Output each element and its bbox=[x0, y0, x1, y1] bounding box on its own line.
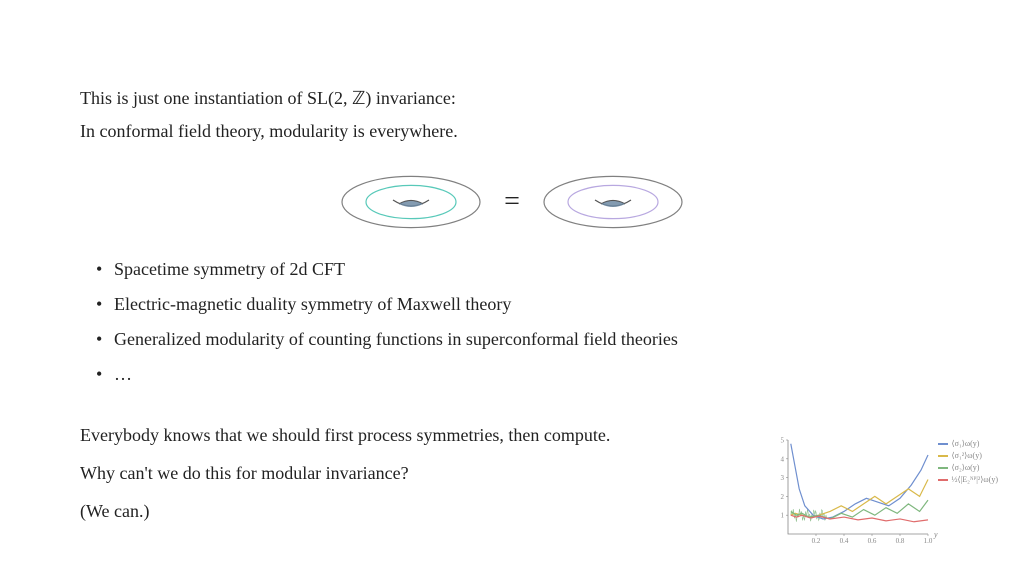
svg-text:y: y bbox=[933, 530, 938, 539]
equals-sign: = bbox=[504, 186, 520, 218]
torus-diagram-left bbox=[336, 170, 486, 234]
legend-entry: ⟨σ₁⟩ω(y) bbox=[938, 438, 998, 450]
chart-legend: ⟨σ₁⟩ω(y)⟨σ₁²⟩ω(y)⟨σ₂⟩ω(y)½⟨|E₂ᴺᴾ|²⟩ω(y) bbox=[938, 438, 998, 486]
legend-label: ⟨σ₂⟩ω(y) bbox=[952, 462, 980, 474]
bullet-list: Spacetime symmetry of 2d CFT Electric-ma… bbox=[80, 252, 944, 392]
list-item: … bbox=[114, 357, 944, 392]
intro-1a: This is just one instantiation of bbox=[80, 88, 307, 108]
svg-text:0.2: 0.2 bbox=[812, 537, 821, 545]
legend-swatch bbox=[938, 467, 948, 469]
legend-swatch bbox=[938, 479, 948, 481]
legend-entry: ⟨σ₂⟩ω(y) bbox=[938, 462, 998, 474]
svg-text:0.6: 0.6 bbox=[868, 537, 877, 545]
legend-entry: ½⟨|E₂ᴺᴾ|²⟩ω(y) bbox=[938, 474, 998, 486]
legend-label: ½⟨|E₂ᴺᴾ|²⟩ω(y) bbox=[952, 474, 998, 486]
sl2z-symbol: SL(2, ℤ) bbox=[307, 88, 371, 108]
list-item: Generalized modularity of counting funct… bbox=[114, 322, 944, 357]
svg-text:0.8: 0.8 bbox=[896, 537, 905, 545]
svg-text:4: 4 bbox=[781, 455, 785, 463]
list-item: Electric-magnetic duality symmetry of Ma… bbox=[114, 287, 944, 322]
svg-text:0.4: 0.4 bbox=[840, 537, 849, 545]
mini-chart: 1 2 3 4 5 0.2 0.4 0.6 0.8 1.0y ⟨σ₁⟩ω(y)⟨σ₁²⟩ω(y)⟨… bbox=[770, 432, 1000, 552]
intro-line-2: In conformal field theory, modularity is… bbox=[80, 117, 944, 146]
svg-text:1: 1 bbox=[781, 512, 785, 520]
torus-diagram-right bbox=[538, 170, 688, 234]
list-item: Spacetime symmetry of 2d CFT bbox=[114, 252, 944, 287]
svg-text:3: 3 bbox=[781, 474, 785, 482]
svg-text:5: 5 bbox=[781, 437, 785, 445]
intro-1c: invariance: bbox=[371, 88, 455, 108]
legend-swatch bbox=[938, 455, 948, 457]
legend-entry: ⟨σ₁²⟩ω(y) bbox=[938, 450, 998, 462]
legend-swatch bbox=[938, 443, 948, 445]
svg-text:2: 2 bbox=[781, 493, 785, 501]
slide: This is just one instantiation of SL(2, … bbox=[0, 0, 1024, 576]
legend-label: ⟨σ₁²⟩ω(y) bbox=[952, 450, 982, 462]
svg-text:1.0: 1.0 bbox=[924, 537, 933, 545]
torus-equality: = bbox=[80, 170, 944, 234]
intro-line-1: This is just one instantiation of SL(2, … bbox=[80, 84, 944, 113]
legend-label: ⟨σ₁⟩ω(y) bbox=[952, 438, 980, 450]
